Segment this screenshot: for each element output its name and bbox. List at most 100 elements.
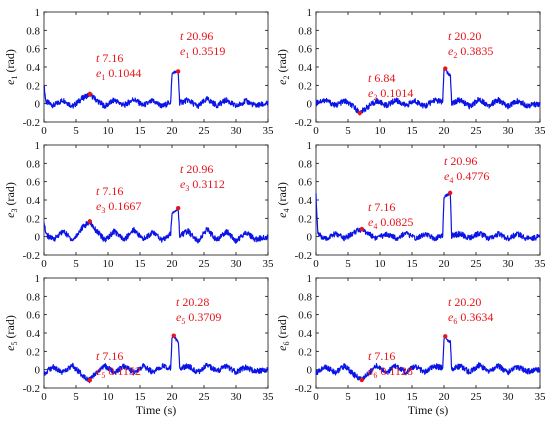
annotation-error: e3 0.1667 bbox=[96, 199, 141, 215]
y-tick-label: 0 bbox=[35, 365, 41, 377]
x-tick-label: 5 bbox=[345, 125, 351, 137]
y-axis-label: e4 (rad) bbox=[275, 182, 291, 218]
y-tick-label: 0.2 bbox=[26, 213, 40, 225]
y-tick-label: 0.4 bbox=[26, 328, 40, 340]
y-tick-label: -0.2 bbox=[295, 250, 312, 262]
annotation-error: e6 0.1128 bbox=[368, 364, 413, 380]
y-tick-label: 0.4 bbox=[298, 195, 312, 207]
y-axis-label: e5 (rad) bbox=[3, 315, 19, 351]
x-tick-label: 30 bbox=[231, 391, 243, 403]
y-tick-label: 0.2 bbox=[26, 80, 40, 92]
x-tick-label: 0 bbox=[313, 391, 319, 403]
y-tick-label: 0.8 bbox=[298, 158, 312, 170]
y-tick-label: 0.8 bbox=[298, 291, 312, 303]
series-line bbox=[315, 334, 541, 382]
y-axis-label: e2 (rad) bbox=[275, 49, 291, 85]
y-tick-label: 0.4 bbox=[298, 62, 312, 74]
y-tick-label: -0.2 bbox=[23, 250, 40, 262]
annotation-time: t 20.96 bbox=[180, 29, 213, 43]
annotation-time: t 7.16 bbox=[368, 349, 395, 363]
annotation-error: e2 0.1014 bbox=[368, 86, 413, 102]
peak-marker bbox=[359, 377, 365, 383]
annotation-time: t 7.16 bbox=[368, 200, 395, 214]
x-tick-label: 20 bbox=[167, 125, 179, 137]
y-tick-label: 0.6 bbox=[298, 310, 312, 322]
x-tick-label: 30 bbox=[503, 258, 515, 270]
series-line bbox=[315, 191, 541, 242]
annotation-time: t 20.20 bbox=[448, 295, 481, 309]
y-tick-label: -0.2 bbox=[295, 117, 312, 129]
annotation-time: t 6.84 bbox=[368, 71, 395, 85]
x-tick-label: 25 bbox=[199, 258, 211, 270]
y-tick-label: 1 bbox=[307, 140, 313, 152]
annotation-error: e1 0.3519 bbox=[180, 44, 225, 60]
annotation-error: e5 0.1152 bbox=[96, 364, 141, 380]
x-tick-label: 15 bbox=[135, 391, 147, 403]
annotation-error: e1 0.1044 bbox=[96, 66, 141, 82]
x-tick-label: 20 bbox=[439, 391, 451, 403]
annotation-time: t 7.16 bbox=[96, 349, 123, 363]
annotation-error: e4 0.4776 bbox=[444, 169, 489, 185]
y-tick-label: 0.8 bbox=[26, 291, 40, 303]
peak-marker bbox=[87, 219, 93, 224]
x-tick-label: 10 bbox=[103, 258, 115, 270]
x-tick-label: 10 bbox=[375, 391, 387, 403]
x-tick-label: 35 bbox=[263, 258, 275, 270]
annotation-time: t 7.16 bbox=[96, 51, 123, 65]
peak-marker bbox=[175, 69, 181, 74]
y-tick-label: 0.8 bbox=[26, 25, 40, 37]
annotation-time: t 20.20 bbox=[448, 29, 481, 43]
x-tick-label: 5 bbox=[345, 391, 351, 403]
peak-marker bbox=[359, 226, 365, 232]
x-tick-label: 25 bbox=[199, 391, 211, 403]
y-tick-label: 0.2 bbox=[26, 346, 40, 358]
annotation-time: t 20.96 bbox=[444, 154, 477, 168]
x-tick-label: 15 bbox=[135, 258, 147, 270]
y-axis-label: e3 (rad) bbox=[3, 182, 19, 218]
y-tick-label: 0.2 bbox=[298, 213, 312, 225]
annotation-error: e5 0.3709 bbox=[176, 310, 221, 326]
x-tick-label: 30 bbox=[231, 125, 243, 137]
x-tick-label: 15 bbox=[407, 391, 419, 403]
y-tick-label: -0.2 bbox=[23, 383, 40, 395]
x-tick-label: 10 bbox=[103, 125, 115, 137]
x-tick-label: 5 bbox=[345, 258, 351, 270]
annotation-time: t 20.96 bbox=[180, 162, 213, 176]
y-tick-label: 0.6 bbox=[26, 177, 40, 189]
x-tick-label: 25 bbox=[471, 391, 483, 403]
x-tick-label: 35 bbox=[263, 391, 275, 403]
x-tick-label: 20 bbox=[439, 125, 451, 137]
x-tick-label: 0 bbox=[41, 391, 47, 403]
y-tick-label: 0.4 bbox=[26, 62, 40, 74]
y-tick-label: 1 bbox=[35, 273, 41, 285]
x-tick-label: 25 bbox=[471, 125, 483, 137]
x-tick-label: 20 bbox=[167, 391, 179, 403]
y-axis-label: e6 (rad) bbox=[275, 315, 291, 351]
x-tick-label: 15 bbox=[407, 258, 419, 270]
y-tick-label: 0.8 bbox=[298, 25, 312, 37]
x-tick-label: 20 bbox=[167, 258, 179, 270]
annotation-time: t 7.16 bbox=[96, 184, 123, 198]
x-tick-label: 15 bbox=[135, 125, 147, 137]
y-tick-label: 1 bbox=[35, 7, 41, 19]
y-tick-label: 1 bbox=[35, 140, 41, 152]
x-tick-label: 30 bbox=[503, 125, 515, 137]
x-tick-label: 20 bbox=[439, 258, 451, 270]
annotation-time: t 20.28 bbox=[176, 295, 209, 309]
y-tick-label: 0.6 bbox=[26, 44, 40, 56]
y-tick-label: -0.2 bbox=[295, 383, 312, 395]
y-tick-label: 0.2 bbox=[298, 80, 312, 92]
y-tick-label: 0.6 bbox=[298, 177, 312, 189]
x-tick-label: 30 bbox=[503, 391, 515, 403]
x-axis-title: Time (s) bbox=[408, 403, 449, 417]
y-tick-label: 0 bbox=[35, 99, 41, 111]
annotation-error: e3 0.3112 bbox=[180, 177, 225, 193]
x-tick-label: 10 bbox=[375, 125, 387, 137]
peak-marker bbox=[443, 66, 448, 71]
x-tick-label: 5 bbox=[73, 125, 79, 137]
y-tick-label: 0 bbox=[307, 99, 313, 111]
y-axis-label: e1 (rad) bbox=[3, 49, 19, 85]
